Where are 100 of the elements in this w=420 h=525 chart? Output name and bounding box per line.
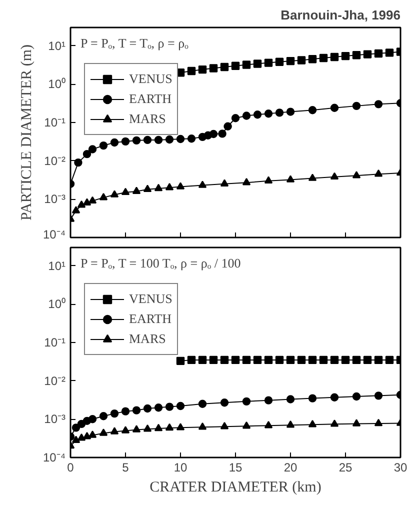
legend-label: MARS bbox=[129, 111, 166, 127]
legend-label: VENUS bbox=[129, 71, 172, 87]
point bbox=[275, 108, 284, 117]
point bbox=[264, 420, 273, 428]
point bbox=[154, 184, 163, 192]
point bbox=[352, 51, 361, 60]
point bbox=[121, 407, 130, 416]
point bbox=[374, 356, 383, 364]
point bbox=[352, 171, 361, 178]
point bbox=[330, 356, 339, 364]
legend-label: VENUS bbox=[129, 291, 172, 307]
point bbox=[341, 52, 350, 60]
point bbox=[88, 196, 97, 204]
point bbox=[352, 102, 361, 110]
point bbox=[99, 141, 108, 150]
y-tick-label: 10⁰ bbox=[48, 297, 66, 312]
point bbox=[374, 49, 383, 58]
point bbox=[253, 356, 262, 364]
point bbox=[319, 54, 328, 62]
point bbox=[198, 65, 207, 74]
legend-label: MARS bbox=[129, 331, 166, 347]
point bbox=[82, 432, 92, 440]
point bbox=[308, 54, 317, 64]
y-tick-label: 10⁻³ bbox=[44, 192, 66, 206]
y-tick-label: 10⁻¹ bbox=[44, 335, 66, 350]
point bbox=[187, 66, 196, 76]
x-tick-label: 0 bbox=[67, 460, 74, 474]
point bbox=[286, 395, 295, 404]
point bbox=[264, 396, 273, 404]
point bbox=[319, 356, 328, 364]
point bbox=[264, 356, 273, 364]
legend-label: EARTH bbox=[129, 91, 172, 107]
point bbox=[72, 436, 80, 443]
point bbox=[308, 420, 317, 428]
y-tick-label: 10⁰ bbox=[48, 77, 66, 92]
point bbox=[209, 64, 218, 72]
point bbox=[264, 176, 273, 184]
point bbox=[220, 422, 229, 430]
point bbox=[121, 188, 130, 196]
y-tick-label: 10⁻² bbox=[44, 154, 66, 168]
point bbox=[286, 56, 295, 66]
point bbox=[77, 200, 86, 208]
point bbox=[242, 178, 251, 186]
point bbox=[88, 145, 97, 154]
point bbox=[154, 424, 163, 432]
point bbox=[220, 179, 229, 187]
point bbox=[286, 420, 295, 428]
y-tick-label: 10⁻² bbox=[44, 374, 66, 388]
point bbox=[352, 419, 361, 426]
point bbox=[330, 420, 339, 427]
point bbox=[198, 356, 207, 364]
y-tick-label: 10⁻⁴ bbox=[42, 450, 66, 464]
point bbox=[143, 136, 152, 144]
point bbox=[198, 400, 207, 408]
point bbox=[275, 356, 284, 364]
point bbox=[220, 356, 229, 364]
point bbox=[187, 134, 196, 143]
point bbox=[374, 392, 383, 400]
point bbox=[198, 180, 207, 188]
point bbox=[154, 136, 163, 144]
point bbox=[88, 415, 97, 424]
point bbox=[286, 108, 295, 116]
point bbox=[121, 426, 130, 434]
point bbox=[231, 114, 240, 122]
point bbox=[385, 48, 394, 57]
point bbox=[176, 356, 185, 366]
point bbox=[330, 393, 339, 402]
point bbox=[385, 356, 394, 364]
point bbox=[231, 62, 240, 70]
point bbox=[330, 52, 339, 62]
point bbox=[110, 138, 119, 147]
point bbox=[224, 122, 232, 130]
text: Barnouin-Jha, 1996 bbox=[280, 8, 401, 22]
point bbox=[330, 104, 339, 112]
point bbox=[352, 392, 361, 401]
point bbox=[286, 356, 295, 364]
y-tick-label: 10¹ bbox=[48, 38, 66, 53]
point bbox=[308, 394, 317, 402]
point bbox=[176, 423, 185, 430]
point bbox=[176, 134, 185, 144]
point bbox=[308, 174, 317, 181]
point bbox=[220, 62, 229, 72]
point bbox=[242, 60, 251, 69]
point bbox=[187, 356, 196, 364]
point bbox=[154, 404, 163, 412]
point bbox=[165, 402, 174, 411]
point bbox=[99, 428, 108, 436]
point bbox=[132, 136, 141, 145]
point bbox=[253, 60, 262, 68]
y-tick-label: 10⁻¹ bbox=[44, 115, 66, 130]
legend-label: EARTH bbox=[129, 311, 172, 327]
point bbox=[176, 182, 185, 190]
point bbox=[132, 425, 141, 432]
point bbox=[82, 198, 92, 206]
x-tick-label: 15 bbox=[228, 460, 242, 474]
annotation: P = Pₒ, T = Tₒ, ρ = ρₒ bbox=[80, 36, 189, 50]
point bbox=[143, 404, 152, 413]
y-tick-label: 10⁻³ bbox=[44, 412, 66, 426]
point bbox=[374, 418, 383, 426]
point bbox=[82, 150, 92, 158]
